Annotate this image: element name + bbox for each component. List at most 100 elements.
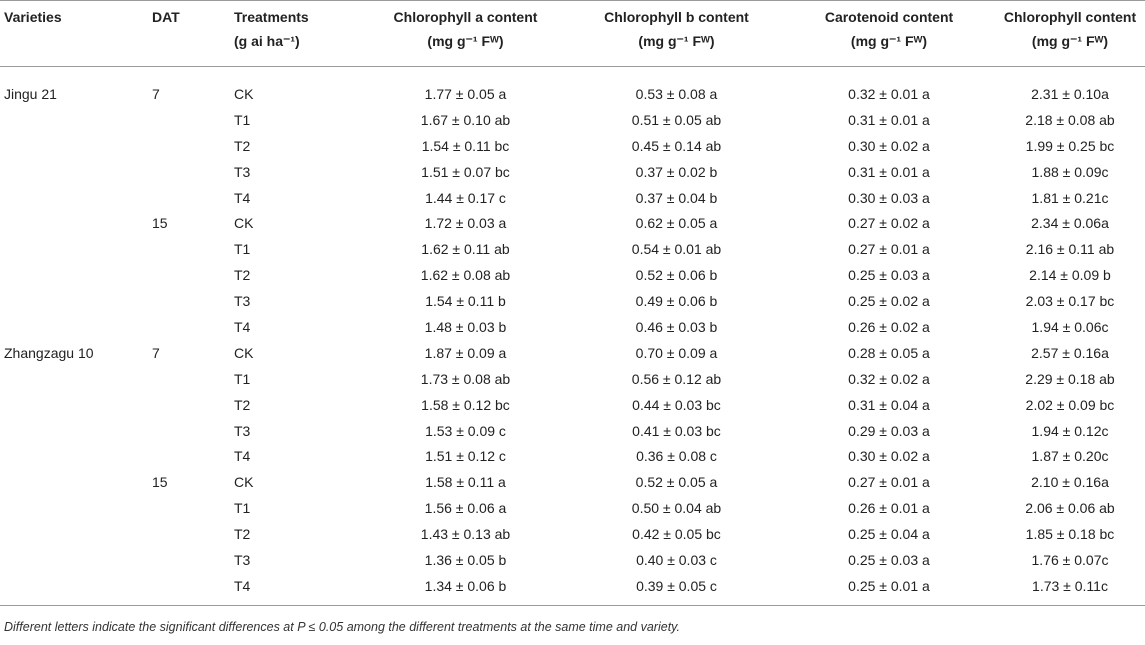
header-chlorophyll-b: Chlorophyll b content [570,0,783,33]
cell-treatment: T1 [234,111,251,128]
table-header: Varieties DAT Treatments Chlorophyll a c… [0,0,1145,67]
cell-chlorophyll-a: 1.56 ± 0.06 a [424,500,507,517]
table-row: T3 1.36 ± 0.05 b 0.40 ± 0.03 c 0.25 ± 0.03 … [0,547,1145,573]
cell-variety [0,572,148,606]
header-carotenoid-unit: (mg g⁻¹ Fᵂ) [783,33,995,67]
cell-chlorophyll-a: 1.87 ± 0.09 a [424,344,507,361]
cell-chlorophyll-a: 1.34 ± 0.06 b [361,572,570,606]
cell-treatment: T1 [234,500,251,517]
cell-carotenoid: 0.30 ± 0.02 a [848,448,930,465]
cell-chlorophyll-b: 0.54 ± 0.01 ab [631,241,722,258]
cell-dat [148,288,230,314]
cell-treatment: T2 [234,526,251,543]
cell-carotenoid: 0.25 ± 0.02 a [848,293,930,310]
cell-chlorophyll-a: 1.54 ± 0.11 bc [421,137,510,154]
cell-chlorophyll-b: 0.44 ± 0.03 bc [632,396,721,413]
header-varieties-blank [0,33,148,67]
cell-chlorophyll: 1.76 ± 0.07c [1031,551,1109,568]
cell-variety [0,366,148,392]
cell-carotenoid: 0.31 ± 0.01 a [848,163,930,180]
cell-chlorophyll-b: 0.62 ± 0.05 a [635,215,718,232]
cell-treatment: T3 [234,163,251,180]
cell-chlorophyll-a: 1.51 ± 0.12 c [425,448,506,465]
cell-variety [0,107,148,133]
cell-chlorophyll-b: 0.51 ± 0.05 ab [631,111,722,128]
cell-dat [148,572,230,606]
table-row: Zhangzagu 10 7 CK 1.87 ± 0.09 a 0.70 ± 0.09 … [0,340,1145,366]
cell-treatment: T4 [234,318,251,335]
header-chlorophyll-unit: (mg g⁻¹ Fᵂ) [995,33,1145,67]
table-footnote: Different letters indicate the significa… [4,620,680,634]
cell-dat [148,107,230,133]
cell-chlorophyll: 2.34 ± 0.06a [1031,215,1109,232]
cell-chlorophyll-b: 0.49 ± 0.06 b [635,293,718,310]
cell-carotenoid: 0.29 ± 0.03 a [848,422,930,439]
cell-chlorophyll-a: 1.58 ± 0.12 bc [421,396,510,413]
cell-treatment: T2 [234,267,251,284]
cell-carotenoid: 0.25 ± 0.03 a [848,267,930,284]
cell-variety [0,521,148,547]
cell-variety [0,418,148,444]
cell-chlorophyll: 2.14 ± 0.09 b [1029,267,1111,284]
table-row: T4 1.51 ± 0.12 c 0.36 ± 0.08 c 0.30 ± 0.02 … [0,443,1145,469]
header-carotenoid: Carotenoid content [783,0,995,33]
cell-chlorophyll-a: 1.54 ± 0.11 b [425,293,506,310]
cell-chlorophyll-b: 0.37 ± 0.04 b [635,189,718,206]
cell-dat [148,159,230,185]
cell-chlorophyll-b: 0.52 ± 0.05 a [635,474,718,491]
cell-chlorophyll: 2.10 ± 0.16a [1031,474,1109,491]
cell-dat [148,443,230,469]
cell-chlorophyll-a: 1.77 ± 0.05 a [424,85,507,102]
cell-chlorophyll-a: 1.72 ± 0.03 a [424,215,507,232]
cell-variety [0,262,148,288]
cell-dat [148,185,230,211]
cell-chlorophyll: 1.88 ± 0.09c [1031,163,1109,180]
header-varieties: Varieties [0,0,148,33]
cell-chlorophyll-a: 1.44 ± 0.17 c [425,189,506,206]
data-table: Varieties DAT Treatments Chlorophyll a c… [0,0,1145,606]
table-row: T1 1.73 ± 0.08 ab 0.56 ± 0.12 ab 0.32 ± 0.0… [0,366,1145,392]
cell-carotenoid: 0.32 ± 0.02 a [848,370,930,387]
cell-treatment: T4 [234,189,251,206]
cell-chlorophyll-a: 1.62 ± 0.11 ab [421,241,510,258]
cell-chlorophyll: 1.81 ± 0.21c [1031,189,1109,206]
cell-carotenoid: 0.28 ± 0.05 a [848,344,930,361]
cell-variety [0,185,148,211]
cell-chlorophyll-b: 0.41 ± 0.03 bc [632,422,721,439]
cell-dat [148,547,230,573]
cell-variety [0,133,148,159]
cell-treatment: T3 [234,293,251,310]
cell-dat [148,236,230,262]
cell-treatment: T2 [234,137,251,154]
table-row: T3 1.54 ± 0.11 b 0.49 ± 0.06 b 0.25 ± 0.02 … [0,288,1145,314]
header-chlorophyll: Chlorophyll content [995,0,1145,33]
cell-treatment: T1 [234,370,251,387]
cell-chlorophyll-b: 0.70 ± 0.09 a [635,344,718,361]
table-row: T2 1.54 ± 0.11 bc 0.45 ± 0.14 ab 0.30 ± 0.0… [0,133,1145,159]
cell-dat: 15 [152,215,168,232]
cell-chlorophyll-b: 0.36 ± 0.08 c [636,448,717,465]
cell-treatment: T1 [234,241,251,258]
cell-carotenoid: 0.32 ± 0.01 a [848,85,930,102]
cell-chlorophyll-b: 0.40 ± 0.03 c [636,551,717,568]
cell-carotenoid: 0.25 ± 0.04 a [848,526,930,543]
cell-treatment: T4 [230,572,361,606]
header-chlorophyll-b-unit: (mg g⁻¹ Fᵂ) [570,33,783,67]
cell-variety [0,469,148,495]
cell-chlorophyll: 2.03 ± 0.17 bc [1025,293,1115,310]
cell-chlorophyll: 2.57 ± 0.16a [1031,344,1109,361]
cell-dat [148,521,230,547]
cell-carotenoid: 0.25 ± 0.01 a [783,572,995,606]
cell-variety [0,210,148,236]
cell-chlorophyll: 2.29 ± 0.18 ab [1025,370,1115,387]
cell-dat [148,418,230,444]
cell-chlorophyll-a: 1.73 ± 0.08 ab [420,370,511,387]
cell-chlorophyll: 2.16 ± 0.11 ab [1025,241,1115,258]
cell-dat [148,262,230,288]
cell-treatment: T2 [234,396,251,413]
cell-chlorophyll-b: 0.46 ± 0.03 b [635,318,718,335]
cell-variety [0,314,148,340]
cell-treatment: T3 [234,551,251,568]
cell-chlorophyll: 1.85 ± 0.18 bc [1025,526,1115,543]
